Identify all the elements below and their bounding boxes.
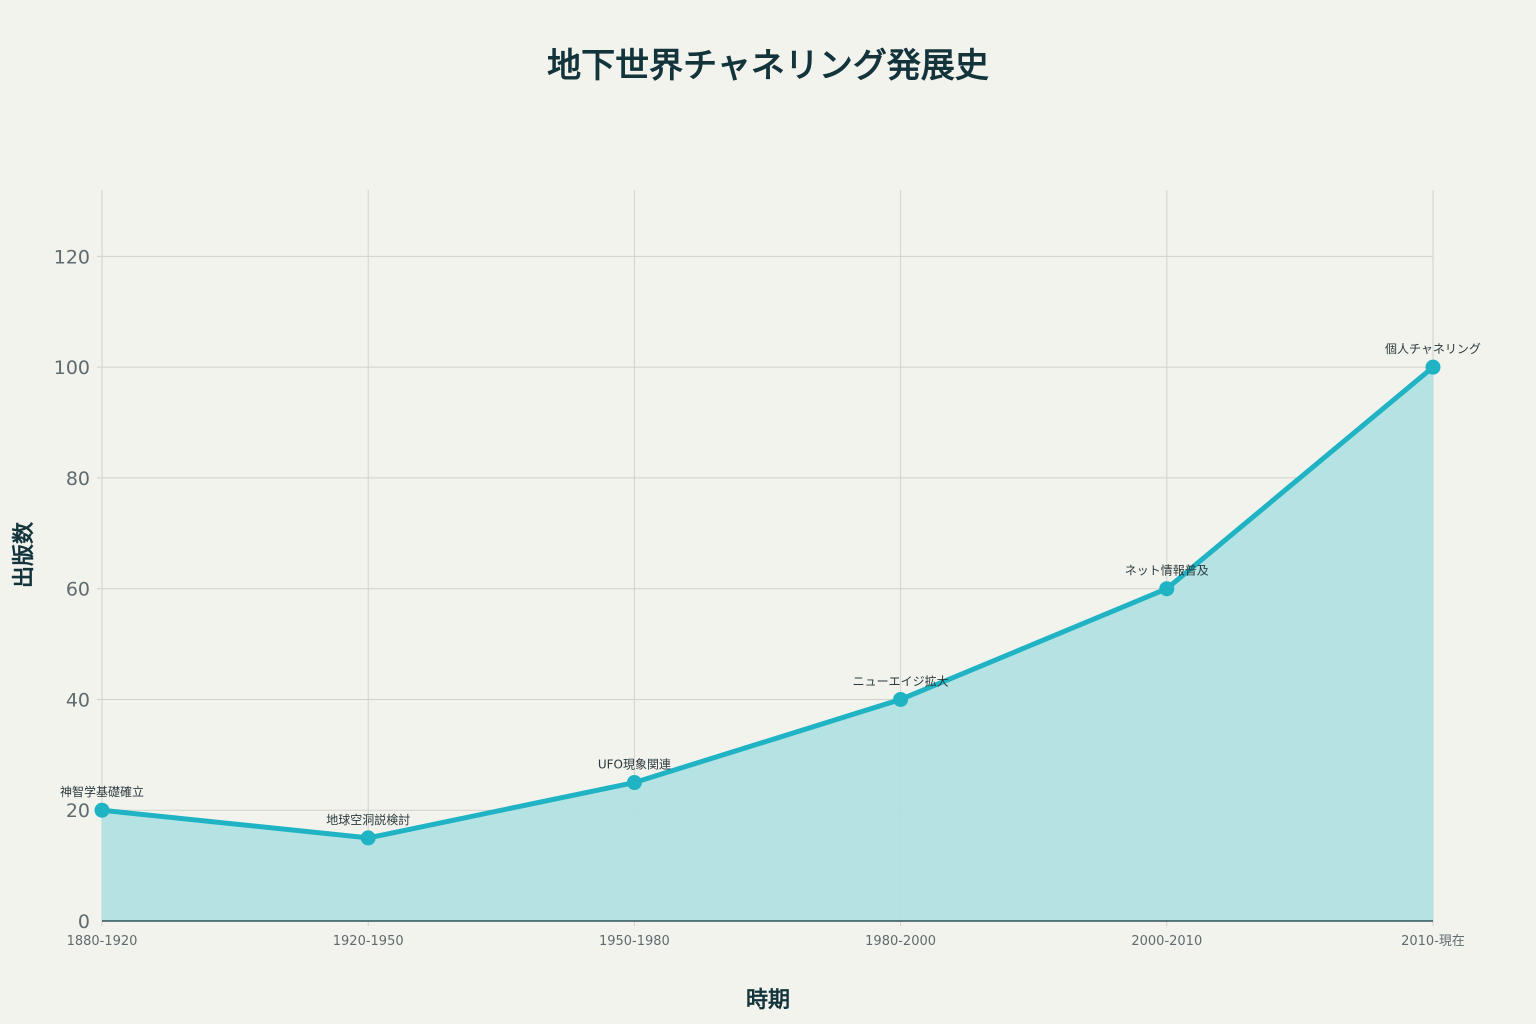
data-label: ニューエイジ拡大 xyxy=(853,674,949,688)
y-tick-label: 100 xyxy=(54,357,90,379)
data-label: UFO現象関連 xyxy=(598,758,671,772)
x-tick-label: 1920-1950 xyxy=(333,934,404,949)
y-tick-label: 120 xyxy=(54,246,90,268)
data-point xyxy=(94,802,110,818)
x-tick-label: 2010-現在 xyxy=(1401,934,1465,949)
y-tick-label: 80 xyxy=(66,468,90,490)
x-axis-title: 時期 xyxy=(745,988,791,1013)
data-points xyxy=(94,359,1441,846)
data-label: 神智学基礎確立 xyxy=(60,784,144,799)
data-label: 地球空洞説検討 xyxy=(326,812,410,827)
data-label: 個人チャネリング xyxy=(1385,342,1481,356)
data-point xyxy=(893,691,909,707)
y-tick-label: 0 xyxy=(78,911,90,933)
area-fill xyxy=(102,367,1433,922)
data-point xyxy=(1159,581,1175,597)
data-point xyxy=(1425,359,1441,375)
x-tick-label: 1980-2000 xyxy=(865,934,936,949)
y-tick-label: 60 xyxy=(66,579,90,601)
x-tick-label: 1950-1980 xyxy=(599,934,670,949)
y-tick-label: 40 xyxy=(66,689,90,711)
x-tick-label: 2000-2010 xyxy=(1131,934,1202,949)
area-fill-layer xyxy=(102,367,1433,922)
chart-title: 地下世界チャネリング発展史 xyxy=(547,46,989,86)
data-label: ネット情報普及 xyxy=(1125,564,1209,578)
data-point xyxy=(626,775,642,791)
x-axis-ticks: 1880-1920 1920-1950 1950-1980 1980-2000 2000… xyxy=(67,934,1465,949)
data-point xyxy=(360,830,376,846)
series-line xyxy=(99,364,1436,841)
y-tick-label: 20 xyxy=(66,800,90,822)
y-axis-ticks: 0 20 40 60 80 100 120 xyxy=(54,246,90,933)
series-line-layer xyxy=(99,364,1436,841)
y-axis-title: 出版数 xyxy=(12,521,37,589)
x-tick-label: 1880-1920 xyxy=(67,934,138,949)
